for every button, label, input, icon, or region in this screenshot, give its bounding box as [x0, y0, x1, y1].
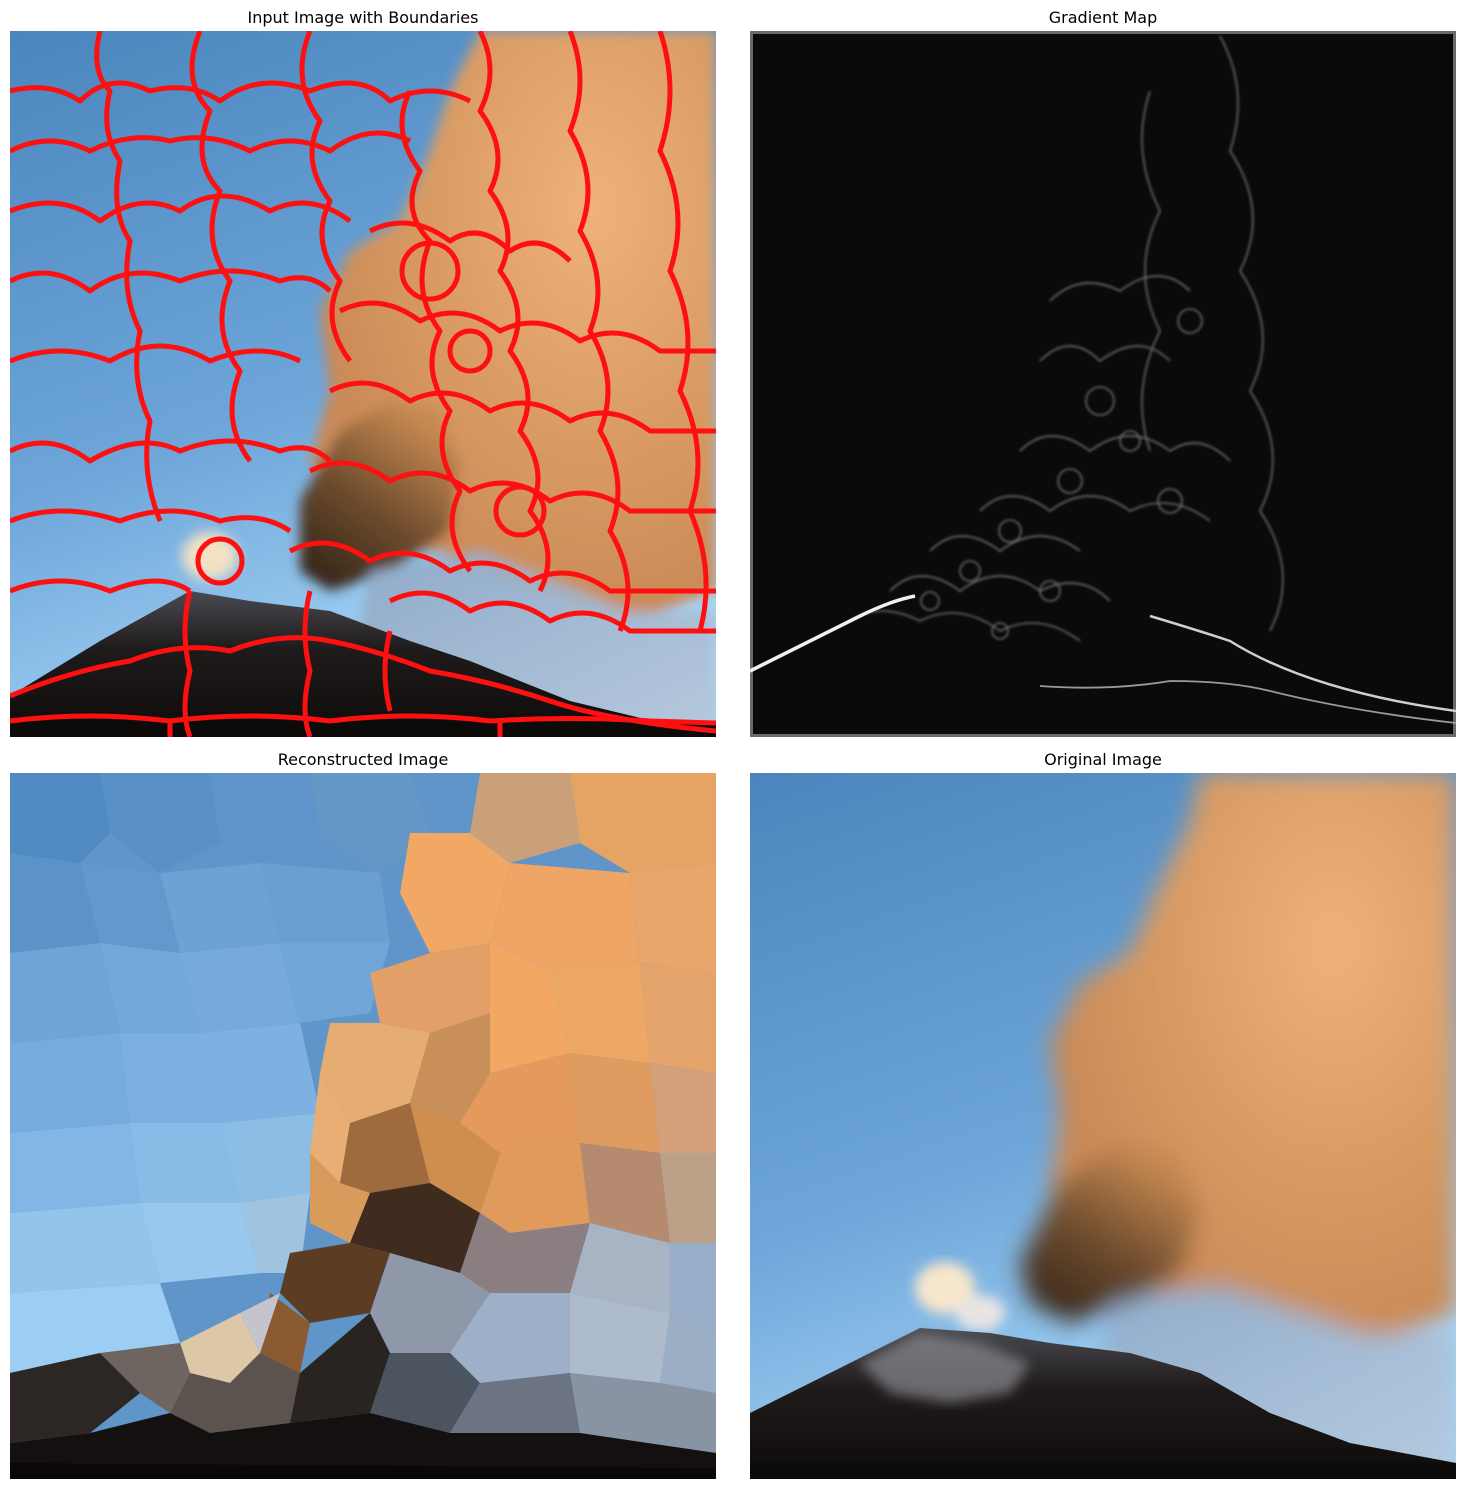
volcano-eruption-photo: [750, 773, 1456, 1479]
reconstructed-image-title: Reconstructed Image: [277, 750, 449, 769]
gradient-map-title: Gradient Map: [1048, 8, 1158, 27]
input-image-with-boundaries: [10, 31, 716, 737]
original-image-title: Original Image: [1044, 750, 1162, 769]
superpixel-reconstruction: [10, 773, 716, 1479]
gradient-magnitude-image: [750, 31, 1456, 737]
original-image: [750, 773, 1456, 1479]
input-image-title: Input Image with Boundaries: [247, 8, 479, 27]
gradient-map: [750, 31, 1456, 737]
reconstructed-image: [10, 773, 716, 1479]
volcano-scene-with-superpixel-boundaries: [10, 31, 716, 737]
